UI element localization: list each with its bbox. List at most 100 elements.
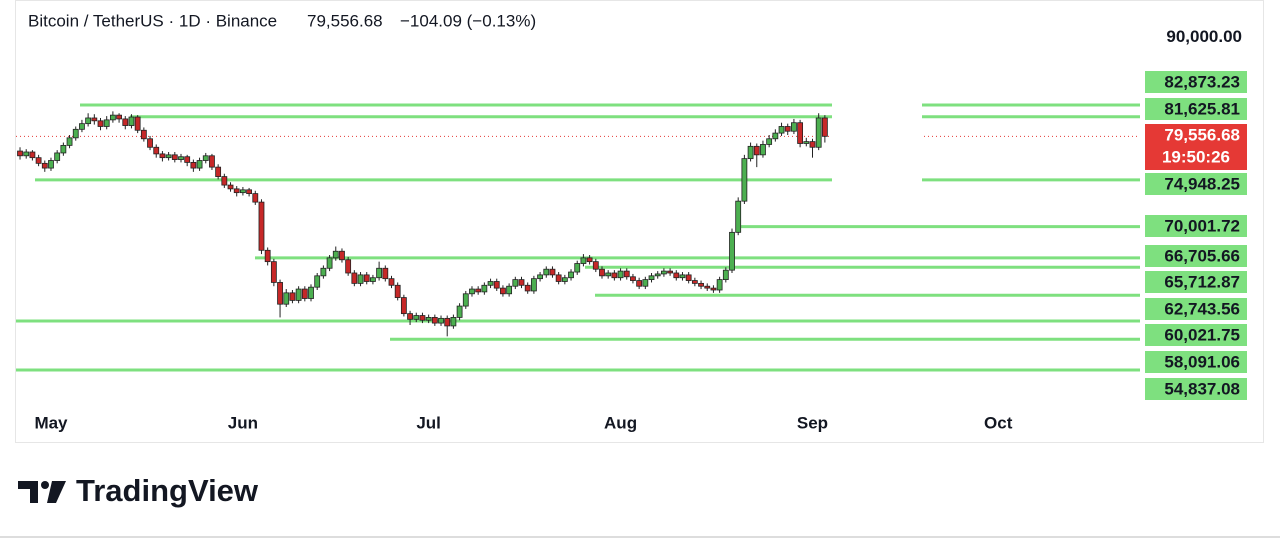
candle-body bbox=[23, 151, 30, 157]
candle-body bbox=[35, 157, 42, 164]
x-tick-label: Sep bbox=[797, 413, 828, 432]
level-box bbox=[1145, 271, 1247, 293]
x-tick-label: Aug bbox=[604, 413, 637, 432]
candle-body bbox=[698, 282, 704, 287]
candle-body bbox=[623, 270, 630, 278]
candle-body bbox=[314, 275, 321, 288]
candle-body bbox=[233, 188, 240, 194]
x-tick-label: Oct bbox=[984, 413, 1013, 432]
candle-body bbox=[289, 292, 296, 301]
candle-body bbox=[246, 189, 252, 194]
candle-body bbox=[326, 257, 333, 269]
candle-body bbox=[469, 288, 475, 295]
candle-body bbox=[283, 292, 290, 305]
level-box bbox=[1145, 351, 1247, 373]
candle-body bbox=[778, 126, 785, 134]
y-tick-label: 90,000.00 bbox=[1166, 27, 1242, 46]
candle-body bbox=[716, 279, 723, 291]
candle-body bbox=[196, 160, 203, 169]
candle-body bbox=[264, 249, 271, 263]
candle-body bbox=[611, 272, 618, 279]
level-label: 81,625.81 bbox=[1164, 99, 1240, 118]
level-label: 65,712.87 bbox=[1164, 272, 1240, 291]
candle-body bbox=[784, 126, 791, 132]
candle-body bbox=[729, 231, 735, 271]
chart-title: Bitcoin / TetherUS · 1D · Binance bbox=[28, 11, 277, 30]
candle-body bbox=[673, 272, 680, 279]
countdown: 19:50:26 bbox=[1162, 147, 1230, 166]
candle-body bbox=[400, 297, 407, 315]
candle-body bbox=[487, 281, 494, 286]
level-label: 60,021.75 bbox=[1164, 325, 1240, 344]
candle-body bbox=[221, 176, 228, 186]
candle-body bbox=[475, 288, 482, 293]
candle-body bbox=[710, 287, 717, 291]
candle-body bbox=[308, 286, 314, 299]
candle-body bbox=[561, 277, 568, 282]
candle-body bbox=[772, 132, 779, 140]
x-tick-label: Jul bbox=[416, 413, 441, 432]
candle-body bbox=[592, 261, 599, 270]
candle-body bbox=[357, 274, 364, 284]
candle-body bbox=[209, 155, 215, 168]
candle-body bbox=[661, 270, 667, 275]
candle-body bbox=[722, 269, 729, 281]
candle-body bbox=[134, 116, 141, 131]
price-box bbox=[1145, 124, 1247, 170]
candle-body bbox=[512, 279, 519, 287]
candle-body bbox=[766, 138, 773, 145]
level-box bbox=[1145, 215, 1247, 237]
price-change: −104.09 (−0.13%) bbox=[400, 11, 536, 30]
candle-body bbox=[376, 267, 383, 279]
candle-body bbox=[116, 114, 122, 120]
candle-body bbox=[97, 120, 104, 127]
candle-body bbox=[184, 156, 191, 163]
price-label: 79,556.68 bbox=[1164, 125, 1240, 144]
candle-body bbox=[419, 315, 426, 321]
candle-body bbox=[450, 317, 457, 327]
level-box bbox=[1145, 245, 1247, 267]
candle-body bbox=[821, 117, 828, 137]
candle-body bbox=[574, 263, 581, 273]
level-box bbox=[1145, 324, 1247, 346]
candle-body bbox=[803, 141, 810, 144]
level-label: 54,837.08 bbox=[1164, 379, 1240, 398]
candle-body bbox=[240, 189, 246, 194]
candle-body bbox=[506, 285, 513, 295]
candle-body bbox=[543, 268, 550, 276]
candle-body bbox=[648, 275, 655, 281]
last-price: 79,556.68 bbox=[307, 11, 383, 30]
candle-body bbox=[481, 284, 488, 293]
candle-body bbox=[159, 153, 166, 159]
candle-body bbox=[691, 280, 698, 284]
candle-body bbox=[537, 274, 543, 280]
candle-body bbox=[760, 144, 766, 156]
candle-body bbox=[103, 119, 110, 127]
candle-body bbox=[654, 273, 661, 277]
candle-body bbox=[128, 116, 135, 126]
candle-body bbox=[301, 288, 308, 299]
candle-body bbox=[320, 267, 327, 277]
candle-body bbox=[500, 287, 506, 295]
candle-body bbox=[555, 274, 562, 282]
candle-body bbox=[413, 315, 420, 320]
logo bbox=[18, 481, 66, 503]
candle-body bbox=[444, 317, 451, 327]
level-label: 58,091.06 bbox=[1164, 352, 1240, 371]
brand: TradingView bbox=[76, 473, 259, 508]
candle-body bbox=[171, 154, 178, 160]
level-label: 62,743.56 bbox=[1164, 299, 1240, 318]
candle-body bbox=[153, 146, 160, 155]
level-box bbox=[1145, 173, 1247, 195]
level-box bbox=[1145, 298, 1247, 320]
candle-body bbox=[270, 261, 277, 283]
candle-body bbox=[685, 274, 692, 281]
candle-body bbox=[122, 118, 129, 126]
candle-body bbox=[815, 117, 822, 148]
candle-body bbox=[227, 184, 234, 190]
candle-body bbox=[147, 138, 153, 148]
candle-body bbox=[215, 166, 222, 177]
candle-body bbox=[178, 156, 184, 160]
candle-body bbox=[295, 288, 302, 301]
